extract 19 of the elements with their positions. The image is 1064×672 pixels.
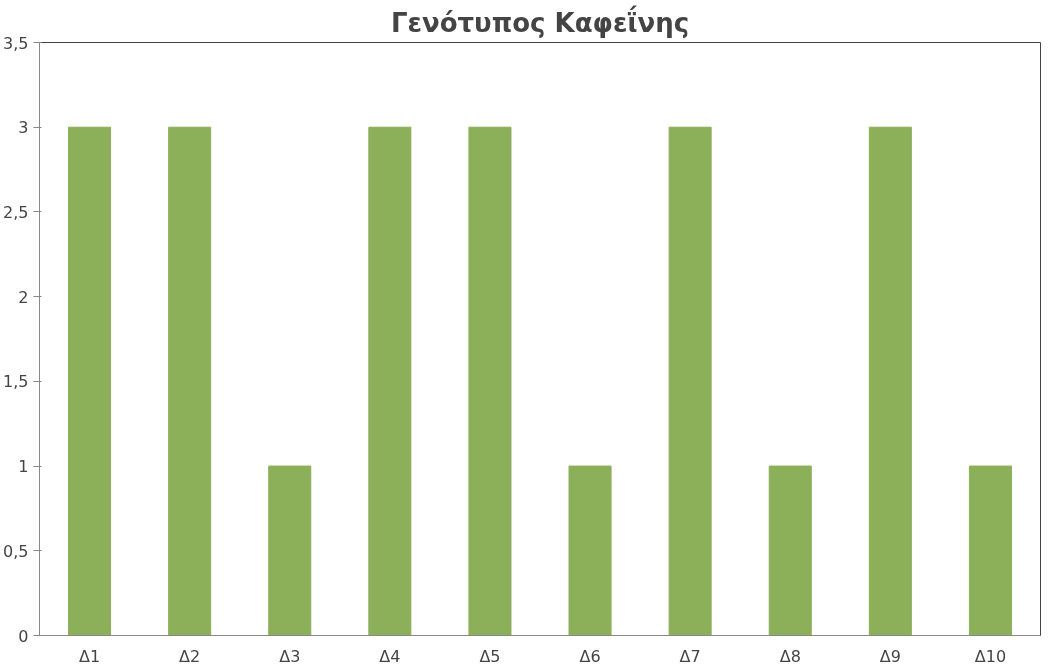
y-tick-label: 3,5 <box>3 33 29 53</box>
y-tick-label: 2 <box>18 287 29 307</box>
x-tick-label: Δ10 <box>974 646 1007 666</box>
y-tick-label: 2,5 <box>3 202 29 222</box>
x-tick-label: Δ7 <box>679 646 701 666</box>
x-tick-label: Δ2 <box>179 646 201 666</box>
x-tick-label: Δ8 <box>779 646 801 666</box>
y-tick-label: 1 <box>18 457 29 477</box>
chart-title: Γενότυπος Καφεΐνης <box>390 4 690 38</box>
y-tick-label: 1,5 <box>3 372 29 392</box>
x-tick-label: Δ4 <box>379 646 401 666</box>
y-tick-label: 3 <box>18 118 29 138</box>
x-tick-label: Δ1 <box>78 646 101 666</box>
y-tick-label: 0,5 <box>3 541 29 561</box>
x-tick-label: Δ5 <box>479 646 501 666</box>
x-tick-label: Δ3 <box>279 646 301 666</box>
x-tick-label: Δ9 <box>879 646 901 666</box>
x-tick-label: Δ6 <box>579 646 601 666</box>
y-tick-label: 0 <box>18 626 29 646</box>
